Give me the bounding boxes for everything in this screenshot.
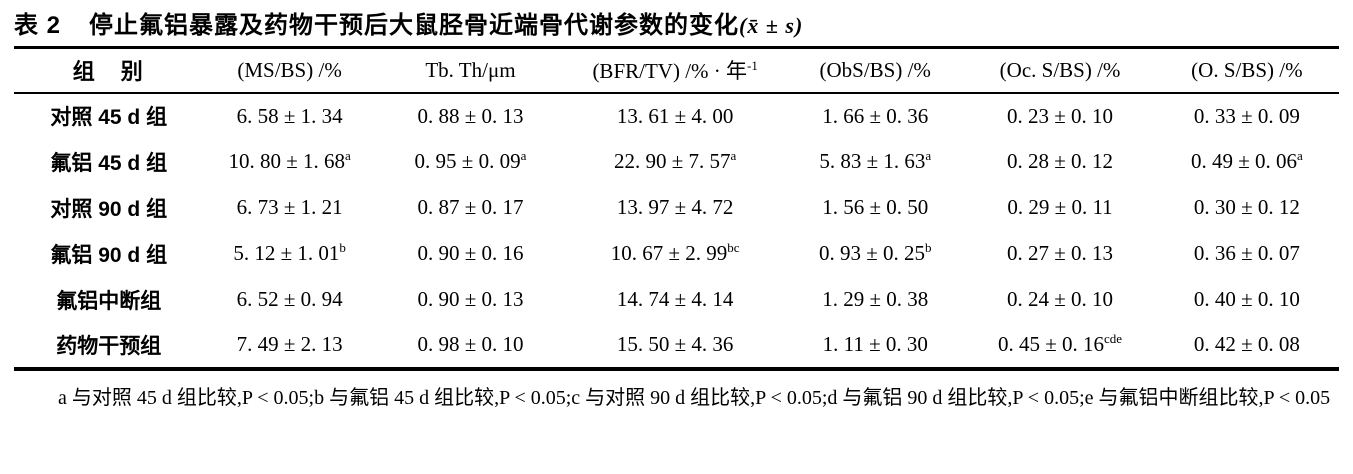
value-cell: 0. 93 ± 0. 25b (818, 240, 932, 265)
value-cell: 14. 74 ± 4. 14 (616, 287, 734, 311)
group-name-cell: 药物干预组 (56, 334, 162, 358)
value-cell: 0. 45 ± 0. 16cde (998, 331, 1123, 356)
value-cell: 13. 97 ± 4. 72 (616, 195, 734, 219)
value-cell: 0. 90 ± 0. 13 (417, 287, 524, 311)
value-cell: 0. 24 ± 0. 10 (1007, 287, 1114, 311)
value-cell: 15. 50 ± 4. 36 (616, 332, 734, 356)
value-cell: 6. 73 ± 1. 21 (236, 195, 343, 219)
value-cell: 0. 49 ± 0. 06a (1190, 148, 1303, 173)
group-name-cell: 对照 90 d 组 (50, 197, 168, 221)
table-row-fluoride-al-interrupted: 氟铝中断组 6. 52 ± 0. 94 0. 90 ± 0. 13 14. 74… (14, 277, 1339, 323)
table-row-control-90d: 对照 90 d 组 6. 73 ± 1. 21 0. 87 ± 0. 17 13… (14, 185, 1339, 231)
value-cell: 10. 67 ± 2. 99bc (610, 240, 740, 265)
value-cell: 0. 30 ± 0. 12 (1193, 195, 1300, 219)
table-row-fluoride-al-45d: 氟铝 45 d 组 10. 80 ± 1. 68a 0. 95 ± 0. 09a… (14, 139, 1339, 185)
value-cell: 0. 29 ± 0. 11 (1007, 195, 1113, 219)
table-row-drug-intervention: 药物干预组 7. 49 ± 2. 13 0. 98 ± 0. 10 15. 50… (14, 323, 1339, 369)
value-cell: 0. 42 ± 0. 08 (1193, 332, 1300, 356)
value-cell: 0. 90 ± 0. 16 (417, 241, 524, 265)
column-header-group: 组 别 (72, 59, 145, 85)
value-cell: 0. 28 ± 0. 12 (1007, 149, 1114, 173)
value-cell: 0. 87 ± 0. 17 (417, 195, 524, 219)
group-name-cell: 氟铝中断组 (56, 289, 162, 313)
header-row: 组 别 (MS/BS) /% Tb. Th/μm (BFR/TV) /% · 年… (14, 48, 1339, 93)
value-cell: 5. 12 ± 1. 01b (233, 240, 346, 265)
value-cell: 1. 11 ± 0. 30 (822, 332, 928, 356)
group-name-cell: 对照 45 d 组 (50, 106, 168, 129)
value-cell: 0. 95 ± 0. 09a (414, 148, 527, 173)
table-caption: 停止氟铝暴露及药物干预后大鼠胫骨近端骨代谢参数的变化 (89, 12, 740, 39)
value-cell: 0. 40 ± 0. 10 (1193, 287, 1300, 311)
value-cell: 10. 80 ± 1. 68a (228, 148, 351, 173)
column-header-oc-s-bs: (Oc. S/BS) /% (999, 57, 1121, 82)
value-cell: 0. 36 ± 0. 07 (1193, 241, 1300, 265)
data-table: 组 别 (MS/BS) /% Tb. Th/μm (BFR/TV) /% · 年… (14, 46, 1339, 371)
value-cell: 1. 29 ± 0. 38 (822, 287, 929, 311)
group-name-cell: 氟铝 45 d 组 (50, 151, 168, 175)
value-cell: 22. 90 ± 7. 57a (614, 148, 737, 173)
value-cell: 0. 27 ± 0. 13 (1007, 241, 1114, 265)
column-header-o-s-bs: (O. S/BS) /% (1191, 57, 1303, 82)
table-title: 表 2 停止氟铝暴露及药物干预后大鼠胫骨近端骨代谢参数的变化(x̄ ± s) (14, 6, 1339, 46)
value-cell: 0. 33 ± 0. 09 (1193, 103, 1300, 128)
column-header-bfr-tv: (BFR/TV) /% · 年-1 (592, 58, 758, 84)
value-cell: 0. 98 ± 0. 10 (417, 332, 524, 356)
value-cell: 0. 23 ± 0. 10 (1007, 103, 1114, 128)
column-header-obs-bs: (ObS/BS) /% (819, 57, 931, 82)
value-cell: 1. 66 ± 0. 36 (822, 103, 929, 128)
value-cell: 7. 49 ± 2. 13 (236, 332, 343, 356)
value-cell: 5. 83 ± 1. 63a (819, 148, 932, 173)
footnote: a 与对照 45 d 组比较,P < 0.05;b 与氟铝 45 d 组比较,P… (58, 386, 1331, 409)
group-name-cell: 氟铝 90 d 组 (50, 243, 168, 267)
column-header-tb-th: Tb. Th/μm (425, 57, 516, 82)
column-header-ms-bs: (MS/BS) /% (237, 57, 342, 82)
value-cell: 6. 58 ± 1. 34 (236, 103, 343, 128)
table-row-fluoride-al-90d: 氟铝 90 d 组 5. 12 ± 1. 01b 0. 90 ± 0. 16 1… (14, 231, 1339, 277)
table-number: 表 2 (14, 12, 62, 39)
value-cell: 13. 61 ± 4. 00 (616, 103, 734, 128)
table-stat-notation: (x̄ ± s) (739, 13, 804, 38)
value-cell: 0. 88 ± 0. 13 (417, 103, 524, 128)
value-cell: 6. 52 ± 0. 94 (236, 287, 343, 311)
value-cell: 1. 56 ± 0. 50 (822, 195, 929, 219)
table-row-control-45d: 对照 45 d 组 6. 58 ± 1. 34 0. 88 ± 0. 13 13… (14, 93, 1339, 139)
